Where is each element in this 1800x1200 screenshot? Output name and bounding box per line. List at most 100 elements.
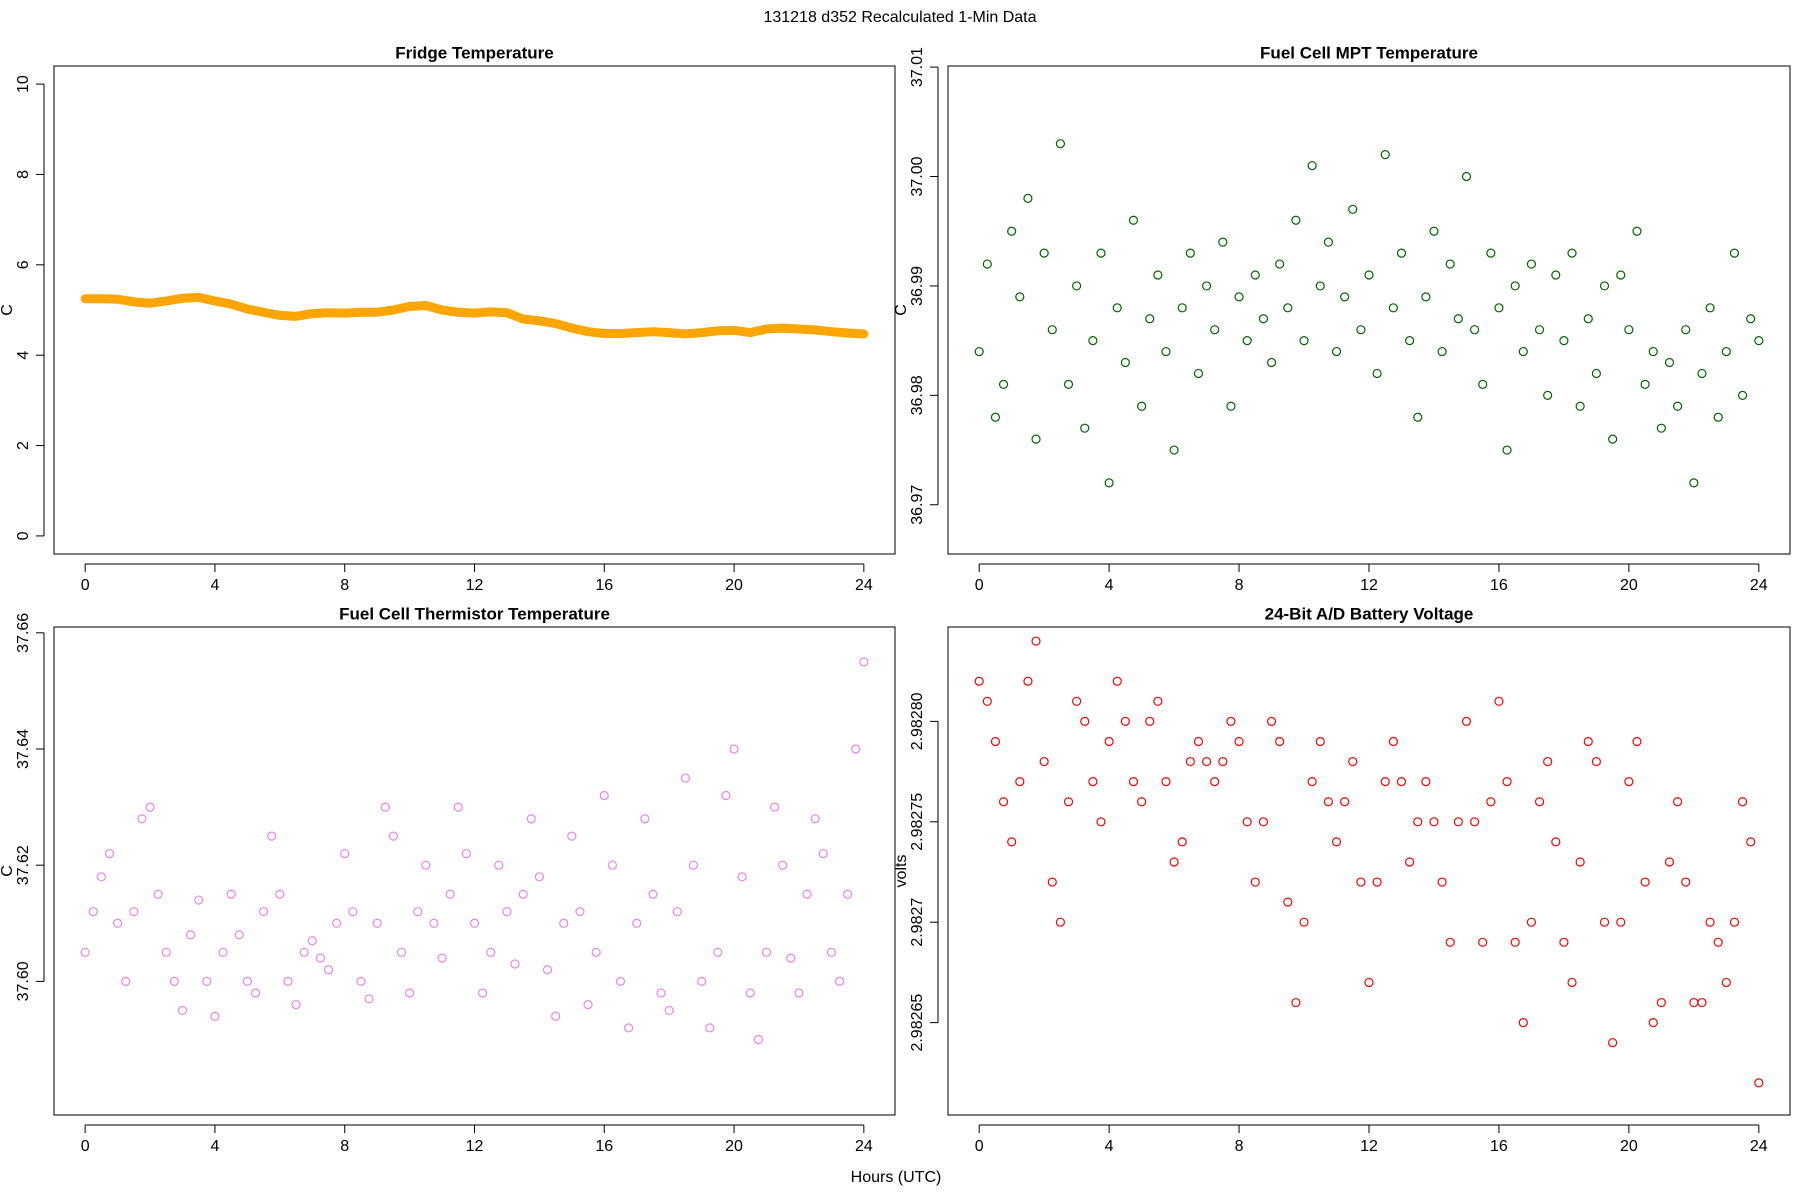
data-point [1015,777,1025,787]
data-point [1372,368,1382,379]
data-point [1283,897,1293,907]
data-point [307,936,317,946]
data-point [1137,401,1147,411]
y-tick-label: 10 [15,75,32,93]
data-point [599,790,609,801]
data-point [534,872,544,882]
data-point [275,889,285,899]
data-point [1112,303,1122,313]
data-point [1364,977,1374,988]
data-point [1007,837,1017,847]
x-tick-label: 0 [81,1138,90,1155]
data-point [1461,171,1472,182]
data-point [1063,379,1074,390]
data-point [1266,357,1277,368]
data-point [202,976,212,986]
data-point [1518,1018,1528,1028]
data-point [1534,797,1545,807]
data-point [1340,292,1350,302]
data-point [526,814,536,824]
x-tick-label: 20 [725,1138,743,1155]
data-point [1315,281,1325,291]
data-point [1616,270,1626,280]
y-tick-label: 37.60 [15,961,32,1001]
data-point [591,947,601,957]
data-point [1331,346,1342,357]
data-point [1599,917,1610,927]
data-point [1737,797,1748,807]
data-point [1746,837,1756,847]
data-point [1218,756,1228,767]
data-point [1583,736,1593,747]
data-point [1632,736,1642,747]
data-point [1624,325,1634,335]
data-point [1201,281,1212,291]
data-point [226,889,236,899]
data-point [185,930,196,940]
data-point [818,848,828,859]
data-point [1656,997,1666,1008]
data-point [1445,937,1455,947]
data-point [210,1011,220,1021]
data-point [1104,736,1114,747]
data-point [356,976,366,986]
data-point [1080,716,1090,726]
data-point [998,797,1009,807]
data-point [1567,977,1577,988]
data-point [1575,401,1585,411]
data-point [1445,259,1455,269]
data-point [1015,292,1025,302]
data-point [705,1023,715,1033]
data-point [169,976,179,986]
data-point [1526,259,1537,269]
data-point [1072,281,1082,291]
y-tick-label: 37.01 [909,47,926,87]
data-point [786,953,796,963]
data-point [1429,817,1439,827]
panel-title: 24-Bit A/D Battery Voltage [1265,604,1474,623]
data-point [323,965,334,975]
x-tick-label: 20 [1620,1138,1638,1155]
data-point [396,947,407,957]
x-tick-label: 16 [595,1138,613,1155]
data-point [982,696,992,706]
plot-frame [53,626,896,1116]
data-point [1591,368,1601,379]
y-tick-label: 36.99 [909,266,926,306]
data-point [1388,736,1398,747]
plot-frame [947,65,1791,555]
y-tick-label: 0 [15,531,32,540]
data-point [1478,379,1488,390]
data-point [1526,917,1537,927]
data-point [1023,676,1033,686]
data-point [1047,877,1057,887]
data-point [1193,368,1204,379]
data-point [1348,756,1358,767]
x-tick-label: 24 [1750,577,1768,594]
data-point [615,976,626,986]
data-point [1656,423,1666,433]
data-point [1396,248,1407,258]
data-point [469,918,480,928]
data-point [1494,303,1504,313]
data-point [834,976,845,986]
data-point [1177,837,1187,847]
y-tick-label: 2 [15,441,32,450]
data-point [1242,336,1252,346]
data-point [1673,401,1683,411]
data-point [1380,777,1390,787]
data-point [453,802,463,812]
data-point [1283,303,1293,313]
data-point [1072,696,1082,706]
plot-frame [53,65,896,555]
y-tick-label: 8 [15,170,32,179]
data-point [1055,139,1065,149]
data-point [1145,314,1155,324]
data-point [1648,346,1658,357]
data-point [1534,325,1545,335]
data-point [1640,877,1650,887]
data-point [982,259,992,269]
data-point [1226,716,1236,726]
data-point [348,907,358,917]
data-point [559,918,569,928]
